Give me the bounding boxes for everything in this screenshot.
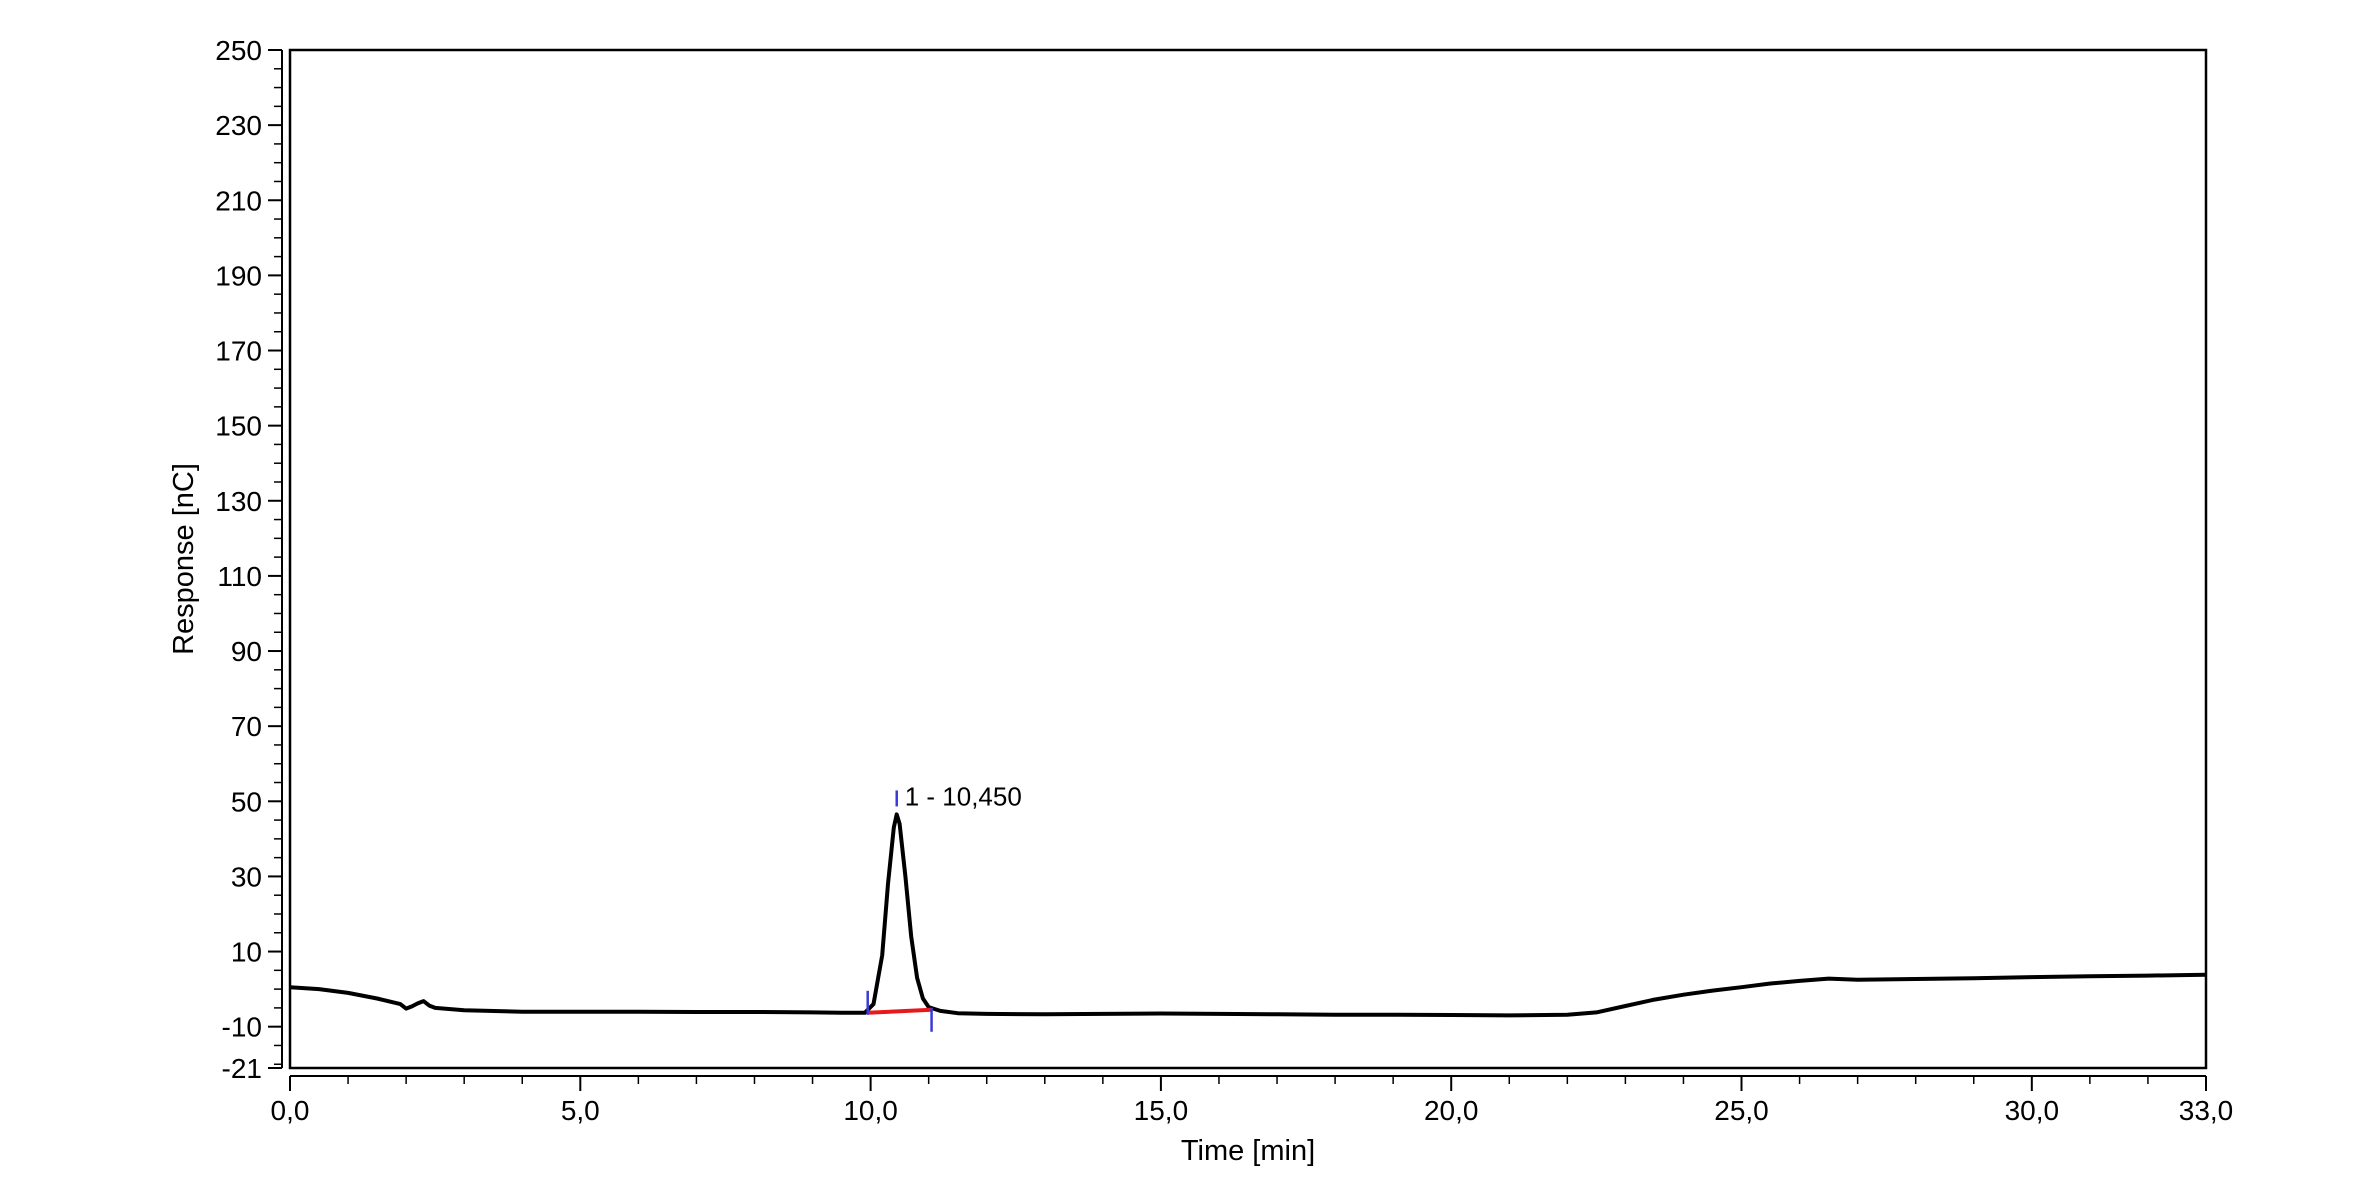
y-tick-label: 250 <box>215 35 262 66</box>
x-tick-label: 0,0 <box>271 1095 310 1126</box>
y-tick-label: 230 <box>215 110 262 141</box>
y-tick-label: 110 <box>217 561 262 592</box>
peak-label: 1 - 10,450 <box>905 781 1022 811</box>
plot-frame <box>288 48 2208 1070</box>
x-tick-label: 5,0 <box>561 1095 600 1126</box>
y-tick-label: 210 <box>215 185 262 216</box>
x-tick-label: 33,0 <box>2179 1095 2234 1126</box>
y-tick-label: 150 <box>215 411 262 442</box>
series-layer <box>289 812 2207 1018</box>
annotation-layer: 1 - 10,450 <box>866 781 1022 1032</box>
y-tick-label: -10 <box>222 1012 262 1043</box>
y-tick-label: 170 <box>215 336 262 367</box>
y-tick-label: 90 <box>231 636 262 667</box>
y-tick-label: 190 <box>215 260 262 291</box>
y-tick-label: 70 <box>231 711 262 742</box>
y-tick-label: 10 <box>231 937 262 968</box>
y-tick-label: 30 <box>231 861 262 892</box>
x-tick-label: 30,0 <box>2005 1095 2060 1126</box>
x-tick-label: 25,0 <box>1714 1095 1769 1126</box>
x-tick-label: 20,0 <box>1424 1095 1479 1126</box>
peak-baseline <box>867 1007 932 1015</box>
y-tick-label: -21 <box>222 1053 262 1084</box>
x-axis-title: Time [min] <box>1181 1135 1315 1167</box>
y-axis-ticks: -21 -10 10 30 50 70 90 110 130 150 170 190 210 230 250 <box>215 35 282 1084</box>
y-tick-label: 50 <box>231 786 262 817</box>
x-axis-ticks: 0,0 5,0 10,0 15,0 20,0 25,0 30,0 33,0 <box>271 1076 2234 1126</box>
trace-line <box>289 812 2207 1018</box>
x-tick-label: 15,0 <box>1134 1095 1189 1126</box>
y-axis-title: Response [nC] <box>168 463 200 655</box>
y-tick-label: 130 <box>215 486 262 517</box>
x-tick-label: 10,0 <box>843 1095 898 1126</box>
